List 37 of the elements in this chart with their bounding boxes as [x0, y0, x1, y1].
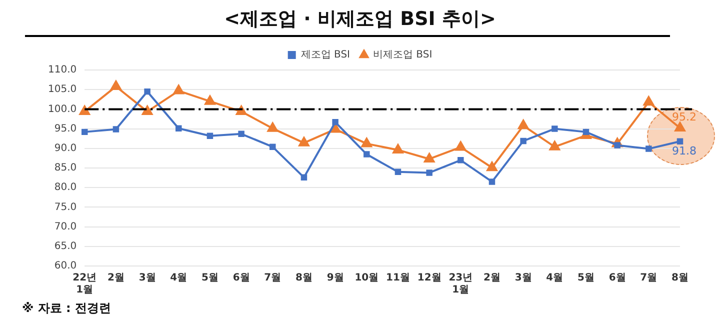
- x-tick-label: 3월: [514, 272, 532, 284]
- y-tick-label: 60.0: [54, 260, 77, 272]
- x-tick-label: 9월: [326, 272, 344, 284]
- x-tick-label: 7월: [640, 272, 658, 284]
- y-tick-label: 85.0: [54, 162, 77, 174]
- x-tick-label: 5월: [578, 272, 594, 284]
- x-tick-label: 3월: [138, 272, 156, 284]
- y-tick-label: 65.0: [54, 240, 77, 252]
- y-tick-label: 110.0: [48, 64, 77, 76]
- y-tick-label: 75.0: [54, 202, 77, 213]
- x-tick-label: 4월: [546, 272, 564, 284]
- x-tick-label: 12월: [417, 272, 442, 284]
- y-tick-label: 80.0: [54, 182, 77, 194]
- y-tick-label: 105.0: [48, 84, 77, 96]
- x-tick-label: 4월: [170, 272, 188, 284]
- data-label: 91.8: [672, 144, 696, 158]
- x-tick-label: 5월: [201, 272, 218, 284]
- x-tick-label: 10월: [354, 272, 379, 284]
- text: ※ 자료 : 전경련: [22, 300, 111, 317]
- y-tick-label: 90.0: [54, 142, 77, 154]
- chart-title: <제조업 · 비제조업 BSI 추이>: [223, 7, 497, 32]
- x-tick-label: 23년 1월: [448, 272, 473, 296]
- x-tick-label: 2월: [107, 272, 124, 284]
- y-tick-label: 100.0: [48, 104, 77, 115]
- x-tick-label: 7월: [264, 272, 282, 284]
- y-tick-label: 95.0: [54, 123, 77, 134]
- x-tick-label: 6월: [608, 272, 626, 284]
- x-tick-label: 2월: [484, 272, 500, 284]
- x-tick-label: 22년 1월: [72, 272, 97, 296]
- data-label: 95.2: [672, 110, 696, 124]
- legend-label: 제조업 BSI: [300, 50, 350, 61]
- x-tick-label: 8월: [295, 272, 312, 284]
- x-tick-label: 8월: [672, 272, 688, 284]
- x-tick-label: 11월: [386, 272, 410, 284]
- y-tick-label: 70.0: [54, 221, 77, 232]
- legend-label: 비제조업 BSI: [373, 50, 432, 61]
- x-tick-label: 6월: [232, 272, 250, 284]
